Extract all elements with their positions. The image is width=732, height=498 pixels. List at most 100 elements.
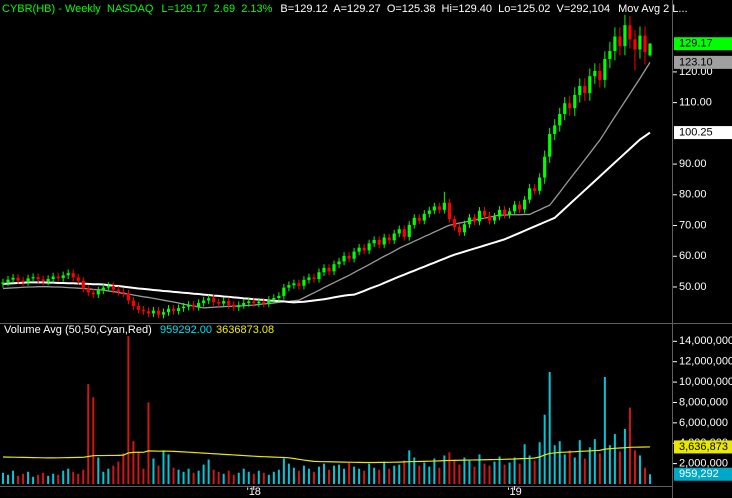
candle-body — [292, 283, 296, 286]
header: CYBR(HB) - Weekly NASDAQ L=129.17 2.69 2.… — [2, 3, 688, 15]
candle-body — [588, 76, 592, 94]
volume-bar — [252, 473, 255, 484]
candle-body — [81, 280, 85, 289]
candle-body — [191, 304, 196, 307]
volume-legend-average: 3636873.08 — [216, 324, 274, 336]
volume-bar — [478, 454, 481, 484]
candle-body — [583, 86, 587, 94]
last-value-label: 100.25 — [679, 126, 713, 138]
candle-body — [11, 277, 15, 280]
volume-bar — [588, 447, 591, 484]
volume-bar — [157, 465, 160, 484]
last-value-box — [674, 467, 732, 481]
volume-bar — [322, 463, 325, 484]
volume-bar — [503, 464, 506, 484]
volume-bar — [127, 336, 130, 484]
volume-bar — [202, 464, 205, 484]
volume-average — [2, 446, 651, 464]
candle-body — [242, 302, 246, 306]
candle-body — [327, 267, 331, 272]
candle-body — [623, 25, 627, 47]
volume-bar — [328, 469, 331, 484]
volume-bar — [373, 467, 376, 484]
candle-body — [297, 283, 301, 286]
volume-bar — [433, 458, 436, 484]
y-tick-label: 60.00 — [679, 250, 707, 262]
volume-legend-current: 959292.00 — [160, 324, 212, 336]
volume-bar — [182, 471, 185, 484]
y-tick-label: 80.00 — [679, 189, 707, 201]
candle-body — [648, 43, 652, 56]
candle-body — [543, 156, 547, 178]
volume-bar — [52, 473, 55, 484]
candle-body — [171, 308, 176, 311]
volume-bar — [463, 457, 466, 484]
volume-bar — [598, 453, 601, 484]
volume-bar — [393, 465, 396, 484]
volume-bar — [603, 376, 606, 484]
candle-body — [392, 233, 396, 241]
volume-bar — [162, 450, 165, 484]
volume-bar — [418, 465, 421, 484]
candle-body — [417, 217, 421, 221]
volume-bar — [493, 461, 496, 484]
volume-bar — [247, 471, 250, 484]
volume-bar — [423, 462, 426, 484]
candle-body — [272, 298, 276, 300]
candle-body — [232, 304, 236, 308]
last-value-box — [674, 55, 732, 69]
volume-bar — [107, 468, 110, 484]
candle-body — [207, 298, 211, 301]
volume-bar — [613, 434, 616, 484]
volume-bar — [7, 474, 10, 484]
candle-body — [227, 301, 231, 305]
volume-bar — [177, 469, 180, 484]
candle-body — [523, 199, 527, 210]
volume-bar — [37, 474, 40, 484]
x-tick-label: '18 — [247, 486, 261, 498]
candle-body — [593, 70, 597, 77]
candle-body — [462, 224, 467, 233]
y-tick-label: 2,000,000 — [679, 458, 728, 470]
volume-bar — [92, 397, 95, 484]
volume-bar — [338, 464, 341, 484]
candle-body — [106, 286, 110, 288]
volume-bar — [207, 459, 210, 484]
candle-body — [362, 247, 366, 251]
last-value-label: 3,636,873 — [679, 441, 728, 453]
volume-bar — [67, 468, 70, 484]
volume-bar — [473, 466, 476, 484]
volume-bar — [428, 466, 431, 484]
last-value-box — [674, 37, 732, 51]
volume-bar — [102, 471, 105, 484]
candle-body — [217, 302, 221, 304]
candle-body — [467, 217, 472, 225]
candle-body — [507, 211, 512, 215]
volume-bar — [543, 414, 546, 484]
candle-body — [66, 273, 70, 276]
candle-body — [26, 278, 30, 283]
candle-body — [613, 36, 617, 52]
last-value-label: 123.10 — [679, 56, 713, 68]
candle-body — [71, 273, 75, 278]
volume-bar — [358, 468, 361, 484]
volume-bar — [443, 455, 446, 484]
y-tick-label: 110.00 — [679, 97, 712, 109]
volume-bar — [593, 439, 596, 484]
volume-bar — [388, 468, 391, 484]
last-value-label: 129.17 — [679, 38, 713, 50]
candle-body — [387, 237, 391, 241]
candle-body — [628, 25, 632, 40]
candle-body — [502, 209, 507, 215]
volume-bar — [217, 471, 220, 484]
candle-body — [487, 215, 492, 221]
moving-average — [2, 131, 651, 304]
candle-body — [1, 282, 5, 284]
volume-bar — [533, 460, 536, 484]
volume-bar — [47, 475, 50, 484]
candle-body — [302, 279, 306, 286]
candle-body — [161, 312, 166, 315]
volume-bar — [42, 472, 45, 484]
candle-body — [548, 133, 552, 157]
